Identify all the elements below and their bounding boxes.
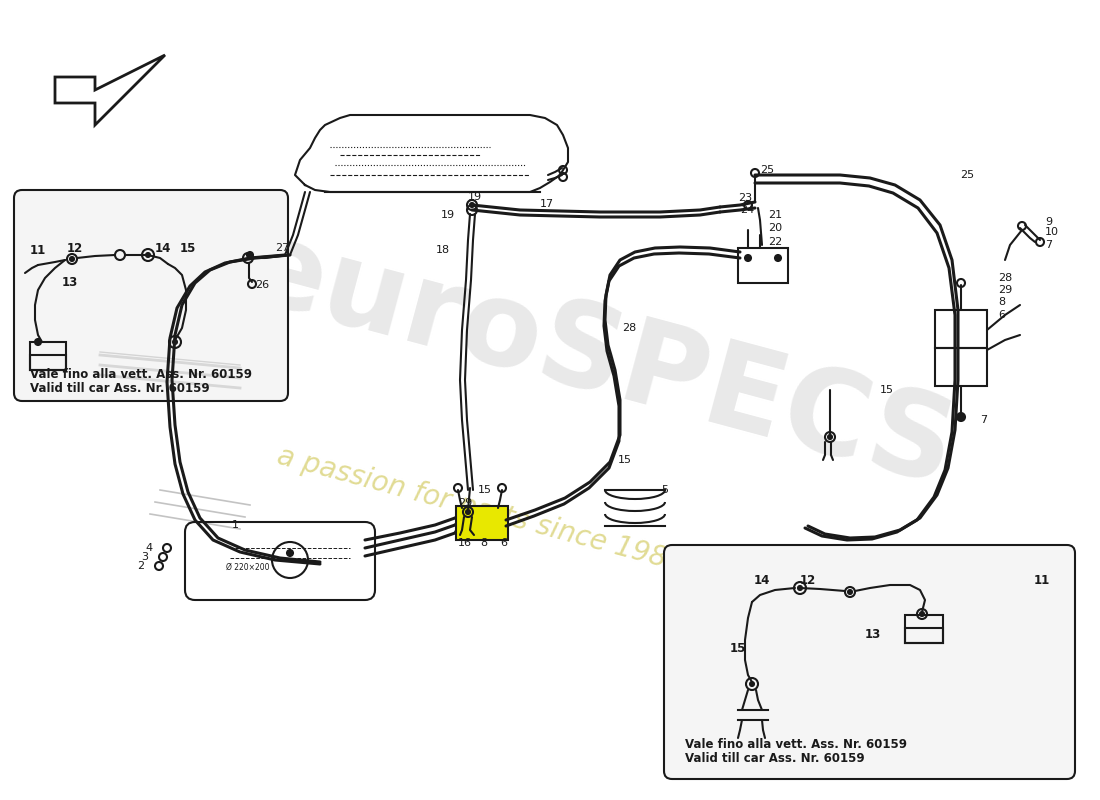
Bar [905,615,943,643]
Bar [935,310,987,348]
Text: 17: 17 [540,199,554,209]
Text: 28: 28 [621,323,636,333]
Circle shape [798,586,802,590]
Text: 15: 15 [618,455,632,465]
Text: a passion for parts since 1985: a passion for parts since 1985 [274,442,686,578]
FancyBboxPatch shape [456,506,508,540]
Bar [30,355,66,370]
Text: Vale fino alla vett. Ass. Nr. 60159: Vale fino alla vett. Ass. Nr. 60159 [30,369,252,382]
Text: Valid till car Ass. Nr. 60159: Valid till car Ass. Nr. 60159 [685,751,865,765]
Text: 10: 10 [1045,227,1059,237]
Bar [935,348,987,386]
Circle shape [35,339,41,345]
Circle shape [287,550,293,556]
Text: 18: 18 [436,245,450,255]
Text: 8: 8 [998,297,1005,307]
Text: 6: 6 [998,310,1005,320]
Bar [905,628,943,643]
Text: 19: 19 [468,192,482,202]
Text: 29: 29 [458,498,472,508]
Circle shape [466,510,470,514]
Text: 26: 26 [255,280,270,290]
Text: 3: 3 [141,552,149,562]
Text: 1: 1 [232,520,239,530]
Text: 7: 7 [980,415,987,425]
Circle shape [470,203,474,207]
Text: Valid till car Ass. Nr. 60159: Valid till car Ass. Nr. 60159 [30,382,210,394]
Text: 2: 2 [138,561,144,571]
Text: 13: 13 [865,629,881,642]
Text: 22: 22 [768,237,782,247]
Circle shape [173,340,177,344]
Text: 13: 13 [62,275,78,289]
Text: Ø 220×200: Ø 220×200 [227,563,270,572]
Text: 12: 12 [67,242,84,255]
Text: 16: 16 [458,538,472,548]
Circle shape [146,253,150,257]
Text: 8: 8 [480,538,487,548]
Circle shape [248,252,253,258]
Text: 6: 6 [500,538,507,548]
FancyBboxPatch shape [664,545,1075,779]
Text: 21: 21 [768,210,782,220]
Circle shape [957,413,965,421]
Circle shape [70,257,74,261]
Text: 14: 14 [754,574,770,586]
Text: 29: 29 [998,285,1012,295]
Bar [738,248,788,283]
Text: 4: 4 [145,543,152,553]
Circle shape [828,435,832,439]
Text: 14: 14 [155,242,172,254]
Text: 11: 11 [30,243,46,257]
Text: 25: 25 [760,165,774,175]
Text: 15: 15 [880,385,894,395]
Text: 9: 9 [1045,217,1052,227]
Circle shape [848,590,852,594]
Text: euroSPECS: euroSPECS [233,210,967,510]
Text: 12: 12 [800,574,816,586]
Text: 24: 24 [740,205,755,215]
Text: 15: 15 [180,242,197,254]
Text: 11: 11 [1034,574,1050,586]
Text: 7: 7 [1045,240,1052,250]
Text: 19: 19 [441,210,455,220]
Text: 28: 28 [998,273,1012,283]
Text: 20: 20 [768,223,782,233]
Text: 23: 23 [738,193,752,203]
Text: 15: 15 [478,485,492,495]
Text: 15: 15 [730,642,747,654]
Circle shape [920,612,924,616]
Text: 25: 25 [960,170,975,180]
Text: 27: 27 [275,243,289,253]
Circle shape [745,255,751,261]
Text: Vale fino alla vett. Ass. Nr. 60159: Vale fino alla vett. Ass. Nr. 60159 [685,738,907,751]
Bar [30,342,66,370]
FancyBboxPatch shape [14,190,288,401]
Circle shape [776,255,781,261]
Text: 5: 5 [661,485,669,495]
Circle shape [750,682,754,686]
